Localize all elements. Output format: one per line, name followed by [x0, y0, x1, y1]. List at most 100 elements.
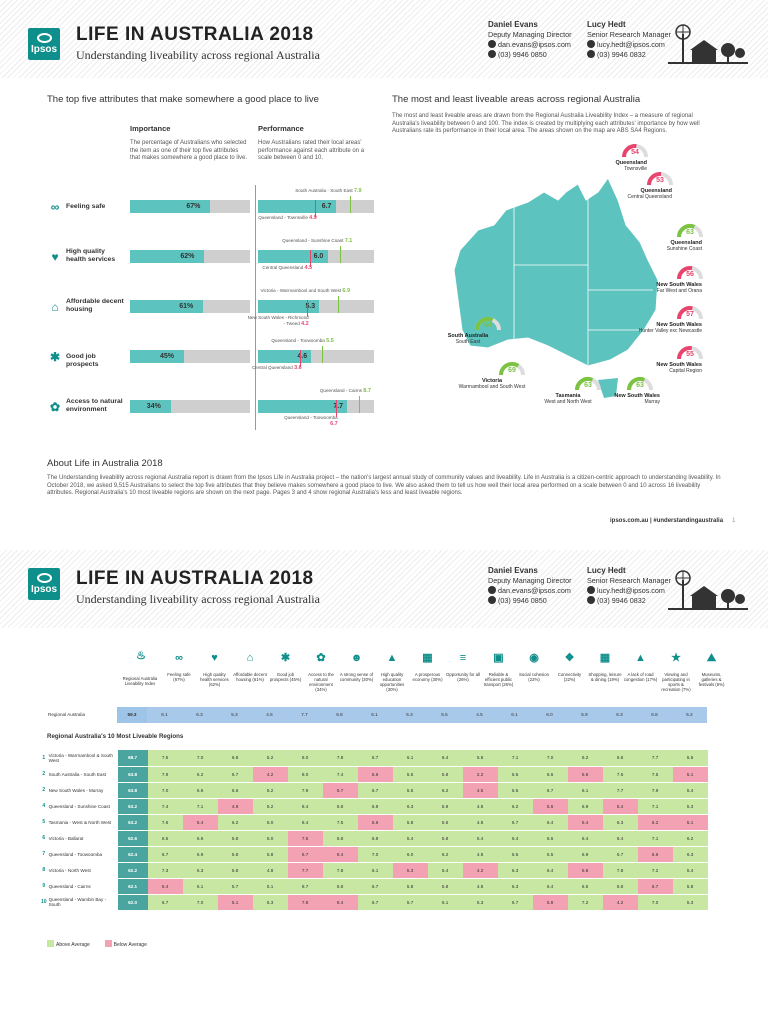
page1-footer[interactable]: ipsos.com.au | #understandingaustralia [610, 518, 724, 524]
cell-value: 5.3 [392, 707, 427, 724]
importance-axis-line [255, 185, 256, 430]
cell-value: 6.4 [427, 750, 463, 767]
cell-value: 7.2 [637, 862, 673, 879]
legend-below-swatch [104, 940, 112, 947]
contact-email[interactable]: dan.evans@ipsos.com [498, 40, 571, 49]
performance-description: How Australians rated their local areas'… [258, 140, 365, 161]
bar-chart-icon: ▦ [422, 652, 433, 664]
page2-subtitle: Understanding liveability across regiona… [76, 592, 320, 606]
importance-bar [130, 400, 171, 413]
people-icon: ☻ [350, 652, 363, 664]
contact-role: Deputy Managing Director [488, 576, 572, 585]
cell-value: 5.3 [462, 894, 498, 911]
cell-value: 5.5 [427, 707, 462, 724]
contact-phone[interactable]: (03) 9946 0832 [597, 50, 646, 59]
cell-value: 6.4 [427, 862, 463, 879]
about-text: The Understanding liveability across reg… [47, 475, 721, 496]
low-marker [314, 200, 316, 217]
importance-description: The percentage of Australians who select… [130, 140, 248, 161]
cell-value: 5.0 [252, 830, 288, 847]
contact-phone[interactable]: (03) 9946 0850 [498, 50, 547, 59]
cell-value: 7.1 [637, 798, 673, 815]
cell-value: 6.4 [322, 894, 358, 911]
rank: 9 [40, 878, 48, 895]
table-row: Regional Australia 59.3 6.1 6.3 5.3 4.6 7.7 6.8… [40, 707, 707, 724]
cell-value: 5.8 [252, 846, 288, 863]
contact-email[interactable]: lucy.hedt@ipsos.com [597, 586, 665, 595]
high-marker [358, 396, 360, 413]
cell-value: 4.6 [252, 707, 287, 724]
legend-below-label: Below Average [113, 942, 147, 948]
contact-daniel: Daniel Evans Deputy Managing Director da… [488, 20, 572, 60]
cell-value: 5.5 [392, 766, 428, 783]
cell-value: 4.5 [462, 782, 498, 799]
cell-value: 8.4 [287, 798, 323, 815]
cell-value: 6.4 [147, 878, 183, 895]
contact-phone[interactable]: (03) 9946 0850 [498, 596, 547, 605]
contact-role: Senior Research Manager [587, 30, 671, 39]
cell-value: 7.8 [287, 894, 323, 911]
cell-value: 7.0 [357, 846, 393, 863]
index-value: 63.2 [117, 798, 148, 815]
importance-bar [130, 350, 184, 363]
ladder-icon: ≡ [459, 652, 467, 664]
cell-value: 6.2 [567, 750, 603, 767]
cell-value: 6.7 [217, 766, 253, 783]
cell-value: 8.7 [287, 878, 323, 895]
page2-header-band [0, 550, 768, 628]
column-header: Shopping, leisure & dining (19%) [588, 672, 622, 682]
cell-value: 5.6 [532, 798, 568, 815]
gauge-label: Tasmania West and North West [544, 393, 592, 405]
contact-name: Lucy Hedt [587, 566, 626, 575]
page1-subtitle: Understanding liveability across regiona… [76, 48, 320, 62]
cell-value: 7.0 [532, 750, 568, 767]
importance-value: 67% [186, 203, 201, 210]
cell-value: 4.5 [462, 707, 497, 724]
cell-value: 5.8 [392, 814, 428, 831]
cell-value: 7.5 [322, 814, 358, 831]
map-heading: The most and least liveable areas across… [392, 94, 641, 105]
cell-value: 6.5 [532, 846, 568, 863]
contact-email[interactable]: dan.evans@ipsos.com [498, 586, 571, 595]
cell-value: 8.0 [287, 766, 323, 783]
gauge-label: Queensland Central Queensland [627, 188, 672, 200]
cell-value: 6.7 [287, 846, 323, 863]
contact-phone[interactable]: (03) 9946 0832 [597, 596, 646, 605]
heart-pulse-icon: ♥ [51, 250, 59, 264]
index-value: 62.4 [117, 846, 148, 863]
cell-value: 7.0 [147, 782, 183, 799]
cell-value: 6.5 [567, 878, 603, 895]
cell-value: 6.5 [497, 846, 533, 863]
cell-value: 6.9 [567, 798, 603, 815]
cell-value: 4.8 [462, 814, 498, 831]
cell-value: 7.5 [287, 830, 323, 847]
attribute-label: Feeling safe [66, 203, 106, 210]
cell-value: 6.7 [357, 782, 393, 799]
gauge-value: 53 [656, 177, 664, 184]
legend-above-label: Above Average [56, 942, 90, 948]
gauge-label: Queensland Sunshine Coast [666, 240, 702, 252]
average-table: Regional Australia 59.3 6.1 6.3 5.3 4.6 7.7 6.8… [40, 707, 707, 724]
gauge [499, 362, 525, 376]
cell-value: 5.6 [357, 814, 393, 831]
high-marker [338, 296, 340, 313]
handcuffs-icon: ∞ [50, 200, 60, 214]
contact-email[interactable]: lucy.hedt@ipsos.com [597, 40, 665, 49]
attributes-heading: The top five attributes that make somewh… [47, 94, 319, 105]
table-row: 9 Queensland - Cairns 62.1 6.4 6.1 5.7 5.1 8.7 6… [40, 878, 708, 895]
gauge-label: New South Wales Far West and Orana [656, 282, 702, 294]
top10-heading: Regional Australia's 10 Most Liveable Re… [47, 733, 184, 740]
cell-value: 6.2 [427, 782, 463, 799]
page2-title: LIFE IN AUSTRALIA 2018 [76, 568, 314, 589]
contact-name: Daniel Evans [488, 20, 538, 29]
grad-cap-icon: ▲ [386, 652, 398, 664]
rank: 8 [40, 862, 48, 879]
cell-value: 5.1 [672, 814, 708, 831]
region-name: Queensland - Sunshine Coast [47, 798, 118, 815]
performance-bar [258, 200, 336, 213]
cell-value: 7.0 [637, 894, 673, 911]
table-row: 2 New South Wales - Murray 63.8 7.0 6.6 6.6 5.… [40, 782, 708, 799]
importance-value: 45% [160, 353, 175, 360]
australia-map [453, 177, 659, 398]
table-row: 7 Queensland - Toowoomba 62.4 6.7 6.9 5.8 5.8 6… [40, 846, 708, 863]
